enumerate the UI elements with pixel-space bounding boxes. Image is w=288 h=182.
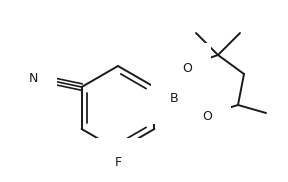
Text: F: F [114,157,122,169]
Text: B: B [170,92,178,106]
Text: O: O [182,62,192,74]
Text: N: N [29,72,38,84]
Text: O: O [202,110,212,122]
